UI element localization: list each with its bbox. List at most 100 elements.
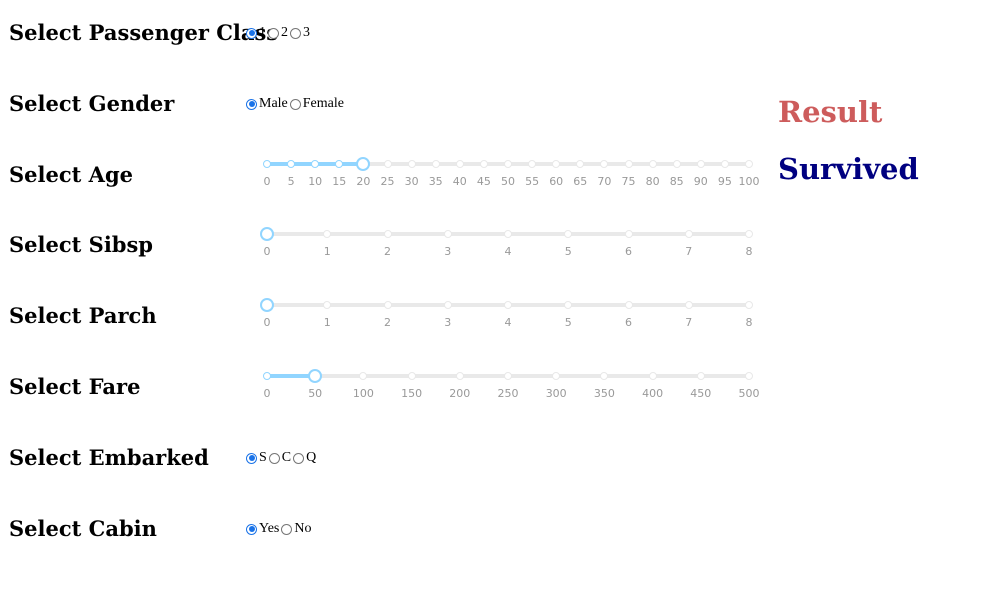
slider-dot[interactable] — [684, 230, 693, 238]
slider-dot[interactable] — [443, 301, 452, 309]
slider-dot[interactable] — [443, 230, 452, 238]
slider-dot[interactable] — [335, 160, 344, 168]
age-slider[interactable]: 0 5 10 15 20 25 30 35 40 45 50 55 60 65 70 75 80 85 90 95 10… — [263, 155, 760, 195]
gender-option[interactable]: Female — [289, 96, 344, 112]
slider-mark-label: 85 — [669, 175, 684, 188]
slider-dot[interactable] — [672, 160, 681, 168]
slider-mark-label: 0 — [263, 245, 271, 258]
embarked-option-label: C — [281, 450, 292, 465]
cabin-option-label: No — [294, 521, 312, 536]
slider-dot[interactable] — [696, 160, 705, 168]
result-title: Result — [778, 95, 883, 129]
slider-dot[interactable] — [576, 160, 585, 168]
slider-dot[interactable] — [431, 160, 440, 168]
slider-handle[interactable] — [260, 298, 274, 312]
fare-slider[interactable]: 0 50 100 150 200 250 300 350 400 450 500 — [263, 367, 760, 407]
slider-mark-label: 6 — [625, 316, 632, 329]
passenger-class-option-label: 1 — [259, 25, 266, 40]
slider-mark-label: 0 — [263, 316, 271, 329]
slider-dot[interactable] — [600, 372, 609, 380]
passenger-class-option[interactable]: 1 — [246, 25, 266, 41]
slider-dot[interactable] — [383, 230, 392, 238]
slider-track — [267, 374, 316, 378]
slider-handle[interactable] — [308, 369, 323, 383]
cabin-option[interactable]: No — [281, 521, 312, 537]
passenger-class-radio[interactable] — [290, 27, 301, 39]
slider-dot[interactable] — [624, 301, 633, 309]
cabin-radio[interactable] — [281, 523, 293, 535]
slider-mark-label: 300 — [545, 387, 567, 400]
slider-dot[interactable] — [552, 372, 561, 380]
gender-option-label: Male — [259, 96, 288, 111]
slider-dot[interactable] — [287, 160, 296, 168]
slider-mark-label: 100 — [738, 175, 760, 188]
slider-handle[interactable] — [356, 157, 371, 171]
slider-dot[interactable] — [552, 160, 561, 168]
passenger-class-radio[interactable] — [246, 27, 257, 39]
slider-dot[interactable] — [311, 160, 320, 168]
slider-dot[interactable] — [323, 301, 332, 309]
slider-mark-label: 65 — [573, 175, 588, 188]
slider-mark-label: 3 — [444, 245, 452, 258]
gender-radio[interactable] — [289, 98, 301, 110]
slider-dot[interactable] — [745, 301, 753, 309]
slider-dot[interactable] — [455, 160, 464, 168]
slider-dot[interactable] — [624, 230, 633, 238]
embarked-radio[interactable] — [268, 452, 280, 464]
sibsp-slider[interactable]: 0 1 2 3 4 5 6 7 8 — [260, 225, 753, 265]
slider-dot[interactable] — [564, 230, 573, 238]
slider-dot[interactable] — [648, 372, 657, 380]
slider-mark-label: 400 — [642, 387, 664, 400]
slider-dot[interactable] — [504, 160, 512, 168]
cabin-option[interactable]: Yes — [246, 521, 279, 537]
passenger-class-option[interactable]: 3 — [290, 25, 310, 41]
slider-dot[interactable] — [745, 372, 753, 380]
slider-dot[interactable] — [745, 230, 753, 238]
embarked-radio[interactable] — [293, 452, 305, 464]
slider-dot[interactable] — [407, 372, 416, 380]
slider-dot[interactable] — [383, 160, 392, 168]
slider-dot[interactable] — [407, 160, 416, 168]
passenger-class-radio[interactable] — [268, 27, 279, 39]
slider-dot[interactable] — [564, 301, 573, 309]
slider-mark-label: 8 — [745, 245, 753, 258]
slider-dot[interactable] — [684, 301, 693, 309]
slider-mark-label: 50 — [308, 387, 323, 400]
slider-mark-label: 2 — [384, 245, 391, 258]
slider-mark-label: 1 — [323, 316, 331, 329]
slider-dot[interactable] — [624, 160, 633, 168]
slider-mark-label: 55 — [525, 175, 540, 188]
slider-mark-label: 200 — [449, 387, 471, 400]
slider-dot[interactable] — [263, 160, 271, 168]
slider-dot[interactable] — [528, 160, 537, 168]
slider-dot[interactable] — [455, 372, 464, 380]
slider-dot[interactable] — [600, 160, 609, 168]
gender-radio[interactable] — [246, 98, 257, 110]
slider-mark-label: 7 — [685, 245, 693, 258]
embarked-option[interactable]: Q — [293, 450, 316, 466]
slider-dot[interactable] — [648, 160, 657, 168]
passenger-class-option[interactable]: 2 — [268, 25, 288, 41]
embarked-option[interactable]: C — [268, 450, 292, 466]
slider-mark-label: 100 — [352, 387, 374, 400]
slider-dot[interactable] — [504, 372, 512, 380]
slider-mark-label: 1 — [323, 245, 331, 258]
embarked-radio[interactable] — [246, 452, 257, 464]
embarked-option[interactable]: S — [246, 450, 267, 466]
slider-dot[interactable] — [359, 372, 368, 380]
slider-dot[interactable] — [696, 372, 705, 380]
slider-dot[interactable] — [479, 160, 488, 168]
slider-dot[interactable] — [720, 160, 729, 168]
slider-dot[interactable] — [504, 230, 512, 238]
parch-slider[interactable]: 0 1 2 3 4 5 6 7 8 — [260, 296, 753, 336]
slider-dot[interactable] — [745, 160, 753, 168]
slider-dot[interactable] — [323, 230, 332, 238]
slider-dot[interactable] — [383, 301, 392, 309]
gender-option[interactable]: Male — [246, 96, 288, 112]
slider-dot[interactable] — [263, 372, 271, 380]
slider-mark-label: 80 — [645, 175, 660, 188]
slider-handle[interactable] — [260, 227, 274, 241]
cabin-radio[interactable] — [246, 523, 257, 535]
slider-dot[interactable] — [504, 301, 512, 309]
slider-mark-label: 90 — [693, 175, 708, 188]
